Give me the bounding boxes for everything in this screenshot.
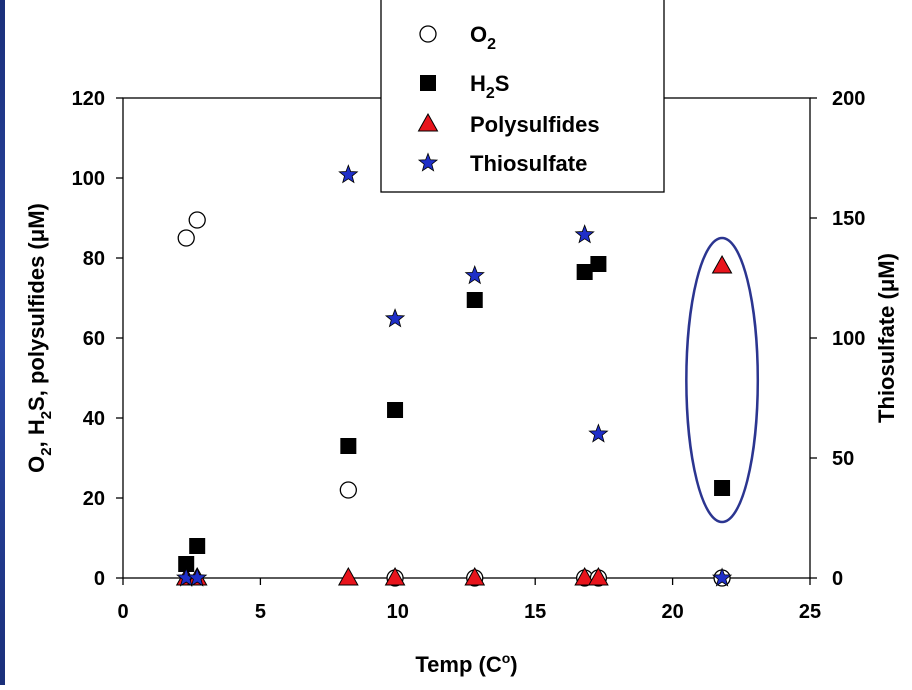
y-right-tick-label: 50 (832, 448, 854, 470)
data-point-thiosulfate (574, 224, 595, 244)
y-right-tick-label: 200 (832, 88, 865, 110)
legend-marker-o2 (419, 25, 437, 43)
y-left-tick-label: 100 (72, 168, 105, 190)
x-axis-title: Temp (Co) (415, 650, 517, 677)
y-left-tick-label: 40 (83, 408, 105, 430)
data-point-h2s (189, 538, 206, 554)
data-point-h2s (387, 402, 404, 418)
legend-label-polysulfides: Polysulfides (470, 112, 600, 137)
legend-marker-polysulfides (417, 112, 439, 132)
x-tick-label: 10 (387, 601, 409, 623)
y-left-tick-label: 120 (72, 88, 105, 110)
data-point-thiosulfate (588, 423, 609, 443)
data-point-o2 (339, 481, 357, 499)
x-tick-label: 20 (661, 601, 683, 623)
data-point-h2s (714, 480, 731, 496)
y-right-tick-label: 100 (832, 328, 865, 350)
data-point-polysulfides (711, 254, 733, 274)
y-left-tick-label: 60 (83, 328, 105, 350)
legend-label-o2: O2 (470, 22, 496, 53)
data-point-polysulfides (574, 566, 596, 586)
data-point-h2s (340, 438, 357, 454)
data-point-h2s (590, 256, 607, 272)
y-right-tick-label: 150 (832, 208, 865, 230)
data-point-polysulfides (384, 566, 406, 586)
x-tick-label: 25 (799, 601, 821, 623)
x-tick-label: 0 (117, 601, 128, 623)
legend-label-h2s: H2S (470, 71, 509, 102)
y-left-axis-title: O2, H2S, polysulfides (μM) (24, 203, 55, 473)
data-point-polysulfides (337, 566, 359, 586)
legend-marker-thiosulfate (417, 152, 439, 172)
data-point-thiosulfate (384, 308, 406, 328)
data-point-thiosulfate (464, 264, 485, 285)
data-point-thiosulfate (187, 567, 208, 587)
data-point-o2 (177, 229, 195, 247)
data-point-thiosulfate (338, 164, 359, 184)
slide-edge-decoration (0, 0, 5, 685)
data-point-o2 (188, 211, 206, 229)
data-point-polysulfides (588, 566, 609, 586)
data-point-thiosulfate (711, 567, 733, 587)
y-right-tick-label: 0 (832, 568, 843, 590)
legend-marker-h2s (420, 75, 436, 91)
data-point-polysulfides (464, 566, 486, 586)
data-point-h2s (576, 264, 593, 280)
x-tick-label: 15 (524, 601, 546, 623)
y-right-axis-title: Thiosulfate (μM) (874, 253, 899, 423)
y-left-tick-label: 20 (83, 488, 105, 510)
y-left-tick-label: 80 (83, 248, 105, 270)
data-point-h2s (466, 292, 483, 308)
y-left-tick-label: 0 (94, 568, 105, 590)
highlight-ellipse (685, 236, 760, 524)
x-tick-label: 5 (255, 601, 266, 623)
legend-label-thiosulfate: Thiosulfate (470, 151, 587, 176)
